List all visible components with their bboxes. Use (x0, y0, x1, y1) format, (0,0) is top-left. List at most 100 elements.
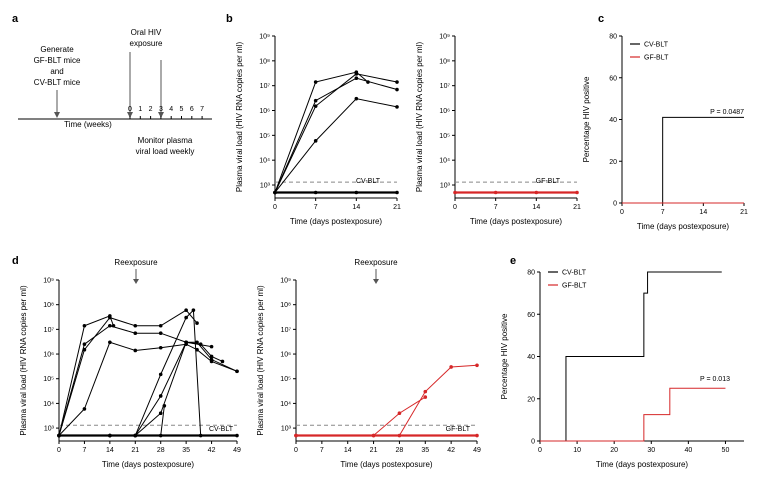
series-2-point-1 (475, 433, 479, 438)
x-axis-label: Time (days postexposure) (596, 460, 689, 469)
x-tick-label-0: 0 (57, 447, 61, 454)
panel-letter-b: b (226, 13, 233, 25)
series-2-point-0 (294, 433, 298, 438)
x-tick-label-14: 14 (699, 209, 707, 216)
chart-b_right: 0 7 14 21 10³ 10⁴ 10⁵ 10⁶ 10⁷ 10⁸ 10⁹ Time (days po… (415, 34, 581, 227)
y-tick-label-0: 10³ (260, 183, 271, 190)
reexposure-label: Reexposure (354, 258, 398, 267)
series-1-line (540, 387, 726, 442)
x-tick-label-0: 0 (620, 209, 624, 216)
series-4-point-2 (354, 190, 359, 195)
y-axis-label: Plasma viral load (HIV RNA copies per ml… (19, 285, 28, 436)
y-tick-label-3: 10⁶ (280, 352, 291, 359)
series-3-point-8 (235, 369, 239, 374)
y-axis-label: Percentage HIV positive (500, 313, 509, 399)
x-tick-label-40: 40 (684, 447, 692, 454)
series-0-point-3 (575, 190, 579, 195)
series-1-point-2 (354, 72, 359, 76)
timeline-bottom-label-1: Monitor plasma (138, 136, 193, 145)
timeline-left-label-1: Generate (40, 45, 74, 54)
series-2-point-2 (354, 76, 359, 80)
timeline-tick-label-4: 4 (169, 106, 173, 113)
series-1-point-3 (423, 395, 428, 399)
series-4-point-3 (395, 190, 399, 195)
x-tick-label-21: 21 (370, 447, 378, 454)
series-3-line (274, 98, 398, 193)
series-2-point-3 (133, 331, 138, 335)
y-tick-label-1: 10⁴ (259, 158, 270, 165)
y-axis-label: Plasma viral load (HIV RNA copies per ml… (256, 285, 265, 436)
y-tick-label-4: 10⁷ (440, 83, 451, 90)
x-tick-label-14: 14 (106, 447, 114, 454)
y-tick-label-2: 10⁵ (259, 133, 270, 140)
reexposure-arrowhead (373, 279, 379, 284)
y-tick-label-2: 10⁵ (43, 376, 54, 383)
y-tick-label-4: 10⁷ (260, 83, 271, 90)
series-0-line (274, 71, 369, 193)
chart-annotation: GF-BLT (446, 426, 471, 433)
y-tick-label-1: 20 (609, 159, 617, 166)
x-tick-label-7: 7 (314, 204, 318, 211)
y-tick-label-0: 0 (613, 201, 617, 208)
series-1-point-2 (108, 315, 112, 320)
series-1-point-3 (395, 80, 399, 84)
panel-letter-d: d (12, 255, 19, 267)
series-2-point-1 (313, 98, 318, 103)
x-tick-label-0: 0 (273, 204, 277, 211)
series-6-point-3 (158, 411, 163, 416)
timeline-left-label-4: CV-BLT mice (34, 78, 81, 87)
x-axis-label: Time (days postexposure) (340, 460, 433, 469)
timeline-tick-label-0: 0 (128, 106, 132, 113)
x-tick-label-21: 21 (393, 204, 401, 211)
x-axis-label: Time (days postexposure) (290, 217, 383, 226)
series-5-point-3 (158, 394, 163, 398)
series-7-line (59, 405, 165, 437)
timeline-top-label-2: exposure (130, 39, 163, 48)
timeline-schematic: Generate GF-BLT mice and CV-BLT mice Ora… (18, 28, 212, 156)
series-1-line (296, 396, 426, 437)
x-tick-label-21: 21 (573, 204, 581, 211)
series-1-point-3 (133, 323, 138, 328)
y-tick-label-5: 10⁸ (43, 302, 54, 309)
timeline-tick-label-3: 3 (159, 106, 163, 113)
y-tick-label-4: 10⁷ (281, 327, 292, 334)
series-1-point-4 (158, 323, 163, 328)
series-1-point-1 (313, 104, 318, 108)
x-tick-label-7: 7 (661, 209, 665, 216)
chart-d_right: 0 7 14 21 28 35 42 49 10³ 10⁴ 10⁵ 10⁶ 10⁷ 10⁸ 10⁹ Time … (256, 258, 481, 469)
x-axis-label: Time (days postexposure) (637, 222, 730, 231)
series-0-point-1 (493, 190, 498, 195)
chart-b_left: 0 7 14 21 10³ 10⁴ 10⁵ 10⁶ 10⁷ 10⁸ 10⁹ Time (days po… (235, 34, 401, 227)
series-0-line (622, 116, 744, 204)
timeline-axis-label: Time (weeks) (64, 120, 112, 129)
series-1-point-2 (397, 411, 402, 416)
chart-c: 0 7 14 21 0 20 40 60 80 Time (days postexposure) P… (582, 34, 748, 232)
series-4-point-5 (191, 308, 196, 312)
y-axis-label: Plasma viral load (HIV RNA copies per ml… (415, 42, 424, 193)
y-axis-label: Percentage HIV positive (582, 76, 591, 162)
legend-label-1: GF-BLT (644, 55, 669, 62)
series-0-line (540, 271, 722, 442)
y-axis-label: Plasma viral load (HIV RNA copies per ml… (235, 42, 244, 193)
y-tick-label-0: 10³ (44, 426, 55, 433)
y-tick-label-3: 10⁶ (43, 352, 54, 359)
y-tick-label-5: 10⁸ (259, 58, 270, 65)
y-tick-label-6: 10⁹ (259, 34, 270, 41)
series-8-point-0 (57, 433, 61, 438)
x-tick-label-0: 0 (538, 447, 542, 454)
series-5-point-7 (220, 359, 225, 364)
y-tick-label-5: 10⁸ (280, 302, 291, 309)
x-tick-label-0: 0 (453, 204, 457, 211)
y-tick-label-3: 60 (527, 312, 535, 319)
y-tick-label-0: 10³ (281, 426, 292, 433)
series-2-point-4 (158, 331, 163, 335)
timeline-left-label-3: and (50, 67, 63, 76)
series-0-point-1 (82, 323, 87, 328)
x-axis-label: Time (days postexposure) (102, 460, 195, 469)
series-0-point-2 (534, 190, 539, 195)
series-4-point-1 (313, 190, 318, 195)
series-4-point-4 (184, 315, 188, 320)
legend-label-1: GF-BLT (562, 283, 587, 290)
x-axis-label: Time (days postexposure) (470, 217, 563, 226)
